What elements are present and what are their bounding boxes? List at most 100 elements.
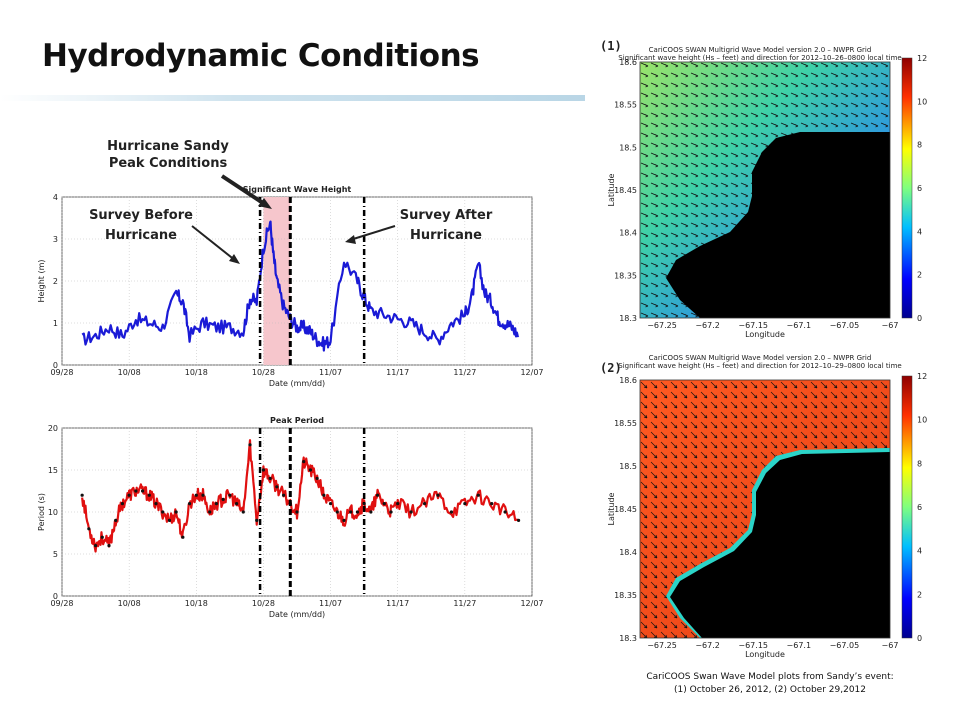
y-tick-label: 10 (48, 508, 58, 517)
y-tick-label: 0 (53, 361, 58, 370)
data-point (187, 502, 192, 506)
survey-after-line2: Hurricane (410, 228, 482, 243)
data-point (201, 493, 205, 497)
y-tick-label: 3 (53, 235, 58, 244)
data-point (147, 493, 151, 497)
colorbar-tick-label: 6 (917, 503, 922, 512)
data-point (234, 502, 239, 506)
colorbar-tick-label: 6 (917, 184, 922, 193)
map2-title-line1: CariCOOS SWAN Multigrid Wave Model versi… (649, 354, 872, 362)
data-point (134, 489, 138, 493)
data-point (93, 544, 98, 548)
data-point (127, 493, 131, 497)
map2-colorbar (901, 375, 913, 639)
data-point (375, 493, 380, 497)
data-point (322, 493, 326, 497)
data-point (422, 502, 427, 506)
wave-height-chart: 09/28 10/08 10/18 10/28 11/07 11/17 11/27 12/07… (37, 185, 544, 388)
survey-before-line1: Survey Before (89, 208, 193, 223)
colorbar-tick-label: 10 (917, 97, 927, 106)
map-x-tick-label: −67 (882, 641, 899, 650)
data-point (349, 510, 353, 514)
peak-period-chart: 09/28 10/08 10/18 10/28 11/07 11/17 11/27 12/07… (37, 416, 544, 619)
data-point (315, 476, 319, 480)
data-point (174, 510, 178, 514)
data-point (114, 518, 118, 523)
map-y-axis-label: Latitude (607, 173, 616, 206)
data-point (503, 510, 507, 514)
map-y-tick-label: 18.45 (614, 186, 637, 195)
data-point (335, 510, 339, 514)
x-tick-label: 12/07 (520, 599, 543, 608)
survey-before-arrow (191, 225, 237, 262)
map-x-tick-label: −67.1 (787, 641, 812, 650)
colorbar-tick-label: 0 (917, 634, 922, 643)
y-tick-label: 0 (53, 592, 58, 601)
x-tick-label: 10/18 (185, 599, 208, 608)
map-y-tick-label: 18.5 (619, 143, 637, 152)
data-point (248, 443, 252, 447)
map-y-tick-label: 18.35 (614, 271, 637, 280)
data-point (87, 527, 91, 531)
data-point (261, 468, 266, 472)
panel-label-2: (2) (600, 361, 622, 375)
data-point (463, 502, 467, 506)
x-axis-label: Date (mm/dd) (269, 610, 325, 619)
x-tick-label: 11/17 (386, 599, 409, 608)
x-tick-label: 10/08 (118, 599, 141, 608)
sandy-arrow (220, 174, 268, 207)
map-x-axis-label: Longitude (745, 650, 785, 659)
y-tick-label: 5 (53, 550, 58, 559)
map2-title-line2: Significant wave height (Hs – feet) and … (618, 362, 901, 370)
x-tick-label: 10/08 (118, 368, 141, 377)
map-x-tick-label: −67.05 (830, 321, 860, 330)
x-tick-label: 11/27 (453, 368, 476, 377)
colorbar-tick-label: 12 (917, 372, 927, 381)
data-point (214, 502, 219, 506)
map-y-tick-label: 18.4 (619, 229, 637, 238)
map-x-tick-label: −67.1 (787, 321, 812, 330)
y-tick-label: 2 (53, 277, 58, 286)
data-point (268, 476, 272, 480)
data-point (120, 502, 125, 506)
map-y-tick-label: 18.35 (614, 591, 637, 600)
series-line (81, 439, 520, 553)
data-point (255, 518, 259, 523)
map-y-tick-label: 18.6 (619, 376, 637, 385)
data-point (409, 510, 413, 514)
map1-title-line2: Significant wave height (Hs – feet) and … (618, 54, 901, 62)
survey-after-arrowhead (345, 235, 356, 244)
map-y-tick-label: 18.55 (614, 419, 637, 428)
caption-line1: CariCOOS Swan Wave Model plots from Sand… (646, 672, 893, 682)
map-x-axis-label: Longitude (745, 330, 785, 339)
x-tick-label: 10/18 (185, 368, 208, 377)
sandy-annotation-line1: Hurricane Sandy (107, 139, 229, 154)
y-tick-label: 15 (48, 466, 58, 475)
data-point (436, 493, 440, 497)
map1-title-line1: CariCOOS SWAN Multigrid Wave Model versi… (649, 46, 872, 54)
map-y-tick-label: 18.6 (619, 58, 637, 67)
data-point (302, 460, 306, 464)
map-y-tick-label: 18.55 (614, 101, 637, 110)
data-point (382, 502, 386, 506)
map-y-tick-label: 18.4 (619, 548, 637, 557)
data-point (516, 518, 521, 523)
wave-model-map-1: (1) CariCOOS SWAN Multigrid Wave Model v… (600, 39, 927, 339)
map1-land (666, 132, 890, 318)
data-point (342, 518, 346, 523)
data-point (308, 468, 313, 472)
data-point (167, 518, 172, 523)
data-point (295, 510, 299, 514)
data-point (389, 510, 393, 514)
page-title: Hydrodynamic Conditions (42, 38, 480, 74)
data-point (140, 489, 145, 493)
survey-before-arrowhead (229, 254, 240, 264)
y-tick-label: 20 (48, 424, 58, 433)
y-tick-label: 4 (53, 193, 58, 202)
data-point (228, 493, 232, 497)
y-axis-label: Height (m) (37, 259, 46, 302)
y-tick-label: 1 (53, 319, 58, 328)
data-point (275, 485, 279, 489)
data-point (80, 493, 84, 497)
